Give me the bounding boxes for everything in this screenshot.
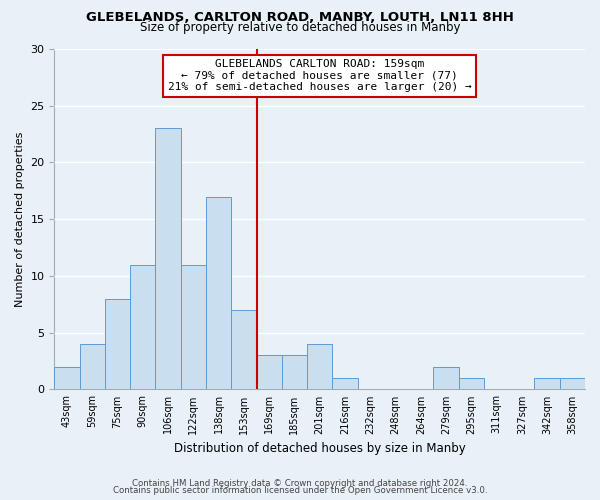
- Bar: [80, 344, 105, 390]
- Bar: [458, 378, 484, 390]
- Bar: [130, 264, 155, 390]
- Text: GLEBELANDS CARLTON ROAD: 159sqm
← 79% of detached houses are smaller (77)
21% of: GLEBELANDS CARLTON ROAD: 159sqm ← 79% of…: [168, 59, 472, 92]
- Bar: [181, 264, 206, 390]
- Bar: [560, 378, 585, 390]
- Bar: [206, 196, 231, 390]
- Bar: [105, 298, 130, 390]
- Bar: [282, 356, 307, 390]
- Text: Contains public sector information licensed under the Open Government Licence v3: Contains public sector information licen…: [113, 486, 487, 495]
- Text: Size of property relative to detached houses in Manby: Size of property relative to detached ho…: [140, 21, 460, 34]
- Bar: [433, 366, 458, 390]
- Text: Contains HM Land Registry data © Crown copyright and database right 2024.: Contains HM Land Registry data © Crown c…: [132, 478, 468, 488]
- Bar: [231, 310, 257, 390]
- Y-axis label: Number of detached properties: Number of detached properties: [15, 132, 25, 307]
- Text: GLEBELANDS, CARLTON ROAD, MANBY, LOUTH, LN11 8HH: GLEBELANDS, CARLTON ROAD, MANBY, LOUTH, …: [86, 11, 514, 24]
- Bar: [55, 366, 80, 390]
- Bar: [332, 378, 358, 390]
- Bar: [535, 378, 560, 390]
- Bar: [155, 128, 181, 390]
- Bar: [257, 356, 282, 390]
- X-axis label: Distribution of detached houses by size in Manby: Distribution of detached houses by size …: [174, 442, 466, 455]
- Bar: [307, 344, 332, 390]
